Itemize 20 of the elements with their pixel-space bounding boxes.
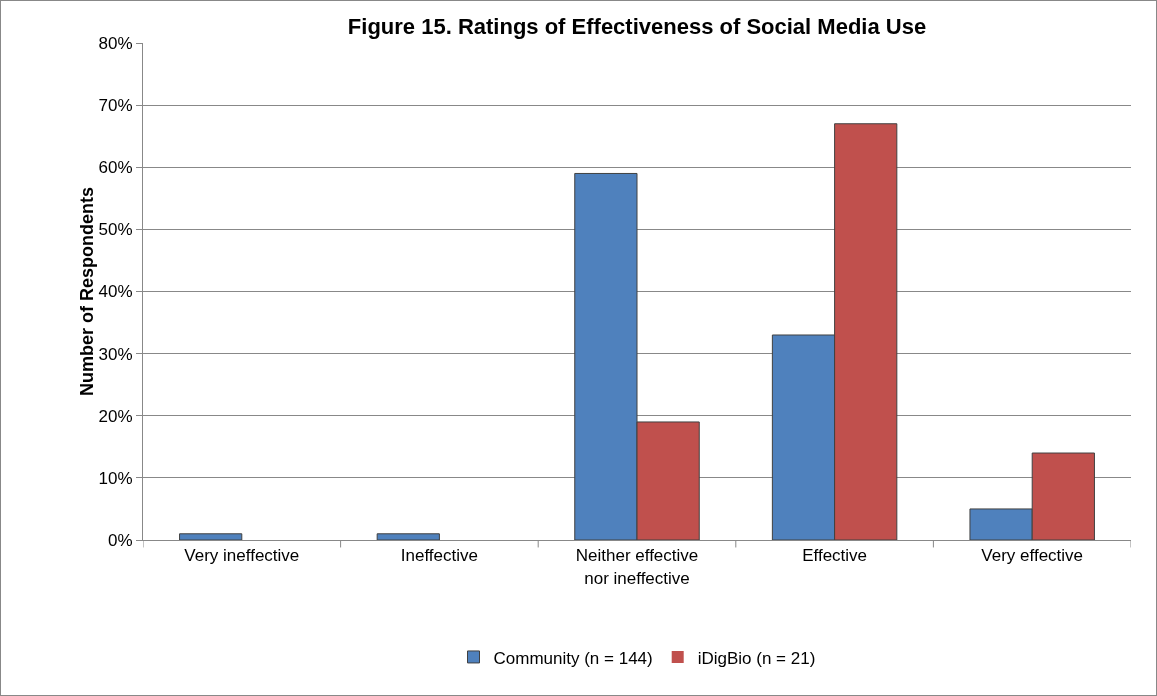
y-tick-label: 0% xyxy=(108,530,133,550)
x-tick-label: Ineffective xyxy=(400,546,478,566)
y-tick-label: 10% xyxy=(98,468,133,488)
bar xyxy=(179,533,243,540)
x-tick-label: Very ineffective xyxy=(184,546,300,566)
x-tick-label: Effective xyxy=(802,546,868,566)
y-tick-label: 80% xyxy=(98,33,133,53)
y-tick-label: 70% xyxy=(98,96,133,116)
y-tick-label: 30% xyxy=(98,344,133,364)
y-tick-label: 40% xyxy=(98,282,133,302)
x-tick-label: Very effective xyxy=(981,546,1084,566)
y-tick-label: 60% xyxy=(98,158,133,178)
chart-title: Figure 15. Ratings of Effectiveness of Social Media Use xyxy=(347,13,927,39)
legend-label: iDigBio (n = 21) xyxy=(697,648,816,668)
y-tick-label: 20% xyxy=(98,406,133,426)
bar xyxy=(376,533,440,540)
y-axis-title: Number of Respondents xyxy=(76,186,97,397)
y-tick-label: 50% xyxy=(98,220,133,240)
legend-label: Community (n = 144) xyxy=(493,648,653,668)
x-tick-label: Neither effective nor ineffective xyxy=(575,546,699,588)
